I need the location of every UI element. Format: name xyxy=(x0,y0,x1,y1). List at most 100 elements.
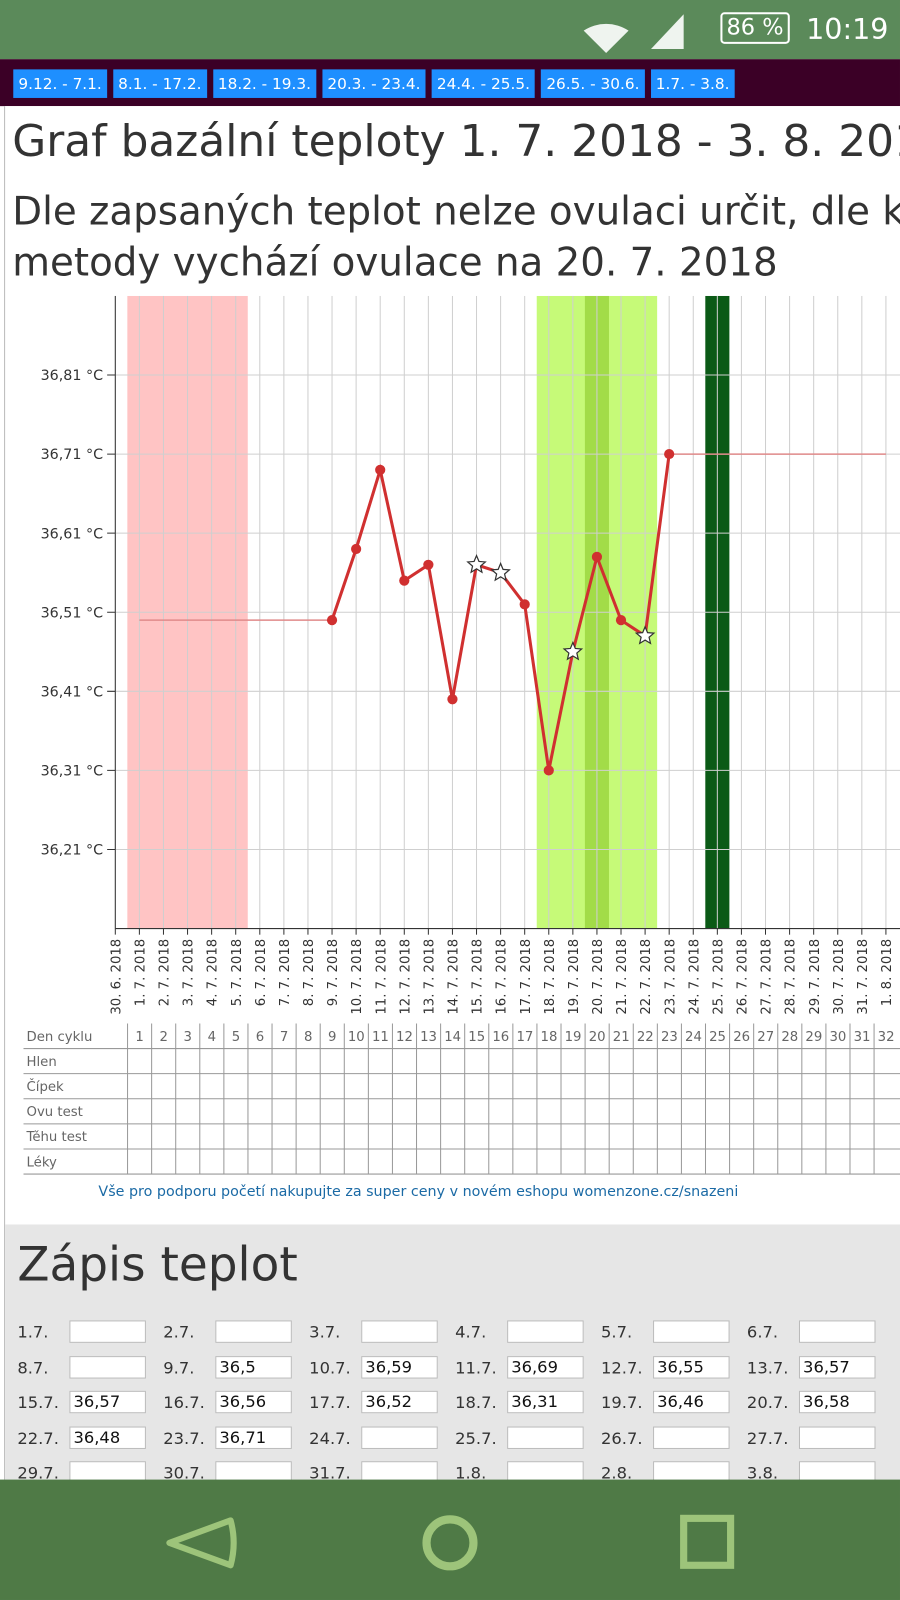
entry-input[interactable]: 36,56 xyxy=(215,1390,292,1414)
section-title: Zápis teplot xyxy=(17,1236,298,1292)
entry-date: 26.7. xyxy=(601,1428,643,1448)
clock: 10:19 xyxy=(806,12,889,46)
entry-input[interactable]: 36,5 xyxy=(215,1355,292,1379)
x-tick-label: 2. 7. 2018 xyxy=(158,939,173,1006)
entry-date: 3.8. xyxy=(746,1463,779,1483)
x-tick-label: 8. 7. 2018 xyxy=(302,939,317,1006)
entry-input[interactable] xyxy=(69,1355,146,1379)
x-tick-label: 4. 7. 2018 xyxy=(206,939,221,1006)
entry-date: 30.7. xyxy=(163,1463,205,1483)
x-tick-label: 3. 7. 2018 xyxy=(182,939,197,1006)
day-number: 18 xyxy=(541,1030,558,1045)
tab[interactable]: 20.3. - 23.4. xyxy=(322,69,426,98)
recents-button[interactable] xyxy=(680,1514,735,1569)
entry-date: 18.7. xyxy=(455,1392,497,1413)
day-number: 15 xyxy=(468,1030,485,1045)
x-tick-label: 11. 7. 2018 xyxy=(374,939,389,1015)
entry-input[interactable] xyxy=(507,1320,584,1343)
point xyxy=(399,575,410,586)
page-title: Graf bazální teploty 1. 7. 2018 - 3. 8. … xyxy=(12,116,900,168)
x-tick-label: 5. 7. 2018 xyxy=(230,939,245,1006)
entry-date: 3.7. xyxy=(309,1322,341,1342)
entry-input[interactable]: 36,52 xyxy=(361,1390,438,1414)
row-label: Hlen xyxy=(27,1055,57,1070)
day-number: 30 xyxy=(830,1030,847,1045)
x-tick-label: 25. 7. 2018 xyxy=(711,939,726,1015)
entry-input[interactable]: 36,48 xyxy=(69,1426,146,1449)
y-tick-label: 36,21 °C xyxy=(41,843,104,859)
entry-input[interactable]: 36,71 xyxy=(215,1426,292,1449)
entry-date: 4.7. xyxy=(455,1322,487,1342)
entry-date: 1.8. xyxy=(455,1463,487,1483)
day-number: 31 xyxy=(854,1030,871,1045)
x-tick-label: 26. 7. 2018 xyxy=(736,939,751,1015)
point xyxy=(447,694,458,705)
entry-date: 25.7. xyxy=(455,1428,497,1448)
x-tick-label: 6. 7. 2018 xyxy=(254,939,269,1006)
entry-input[interactable] xyxy=(69,1320,146,1343)
entry-input[interactable] xyxy=(653,1320,730,1343)
subtitle-line: metody vychází ovulace na 20. 7. 2018 xyxy=(12,239,778,285)
day-number: 16 xyxy=(492,1030,509,1045)
row-label: Těhu test xyxy=(26,1129,87,1145)
entry-date: 8.7. xyxy=(17,1357,49,1378)
entry-section: Zápis teplot 1.7. 2.7. 3.7. 4.7. 5.7. 6.7. 8.7… xyxy=(5,1224,900,1484)
back-button[interactable] xyxy=(166,1517,237,1569)
row-label: Den cyklu xyxy=(27,1030,93,1045)
row-label: Léky xyxy=(27,1154,58,1170)
point xyxy=(591,551,603,562)
day-number: 10 xyxy=(348,1030,365,1045)
entry-input[interactable] xyxy=(361,1426,438,1449)
point xyxy=(543,765,554,776)
point-star xyxy=(466,554,487,574)
entry-input[interactable] xyxy=(798,1320,876,1343)
x-tick-label: 18. 7. 2018 xyxy=(543,939,558,1015)
day-number: 9 xyxy=(328,1030,336,1045)
entry-input[interactable] xyxy=(361,1320,438,1343)
day-number: 2 xyxy=(159,1030,167,1045)
entry-input[interactable]: 36,57 xyxy=(69,1390,146,1414)
day-number: 29 xyxy=(805,1030,822,1045)
entry-input[interactable]: 36,55 xyxy=(653,1355,730,1379)
tab[interactable]: 1.7. - 3.8. xyxy=(650,69,735,98)
day-number: 28 xyxy=(781,1030,798,1045)
day-number: 3 xyxy=(184,1030,192,1045)
entry-input[interactable]: 36,46 xyxy=(653,1390,730,1414)
day-number: 13 xyxy=(420,1030,437,1045)
entry-input[interactable] xyxy=(798,1426,876,1449)
x-tick-label: 27. 7. 2018 xyxy=(760,939,775,1015)
tab[interactable]: 26.5. - 30.6. xyxy=(541,69,645,98)
x-tick-label: 12. 7. 2018 xyxy=(398,939,413,1015)
entry-date: 6.7. xyxy=(746,1322,779,1342)
tab[interactable]: 8.1. - 17.2. xyxy=(113,69,207,98)
entry-input[interactable] xyxy=(507,1426,584,1449)
promo-link[interactable]: Vše pro podporu početí nakupujte za supe… xyxy=(98,1183,739,1200)
tab[interactable]: 9.12. - 7.1. xyxy=(13,69,107,98)
x-tick-label: 23. 7. 2018 xyxy=(663,939,678,1015)
day-number: 32 xyxy=(878,1030,895,1045)
entry-input[interactable]: 36,59 xyxy=(361,1355,438,1379)
y-tick-label: 36,51 °C xyxy=(41,605,104,621)
x-tick-label: 24. 7. 2018 xyxy=(687,939,702,1015)
subtitle-line: Dle zapsaných teplot nelze ovulaci určit… xyxy=(12,188,900,234)
entry-date: 1.7. xyxy=(17,1322,49,1342)
y-tick-label: 36,41 °C xyxy=(41,684,104,700)
entry-input[interactable]: 36,69 xyxy=(507,1355,584,1379)
entry-input[interactable] xyxy=(653,1426,730,1449)
entry-date: 27.7. xyxy=(746,1428,789,1448)
entry-input[interactable]: 36,58 xyxy=(798,1390,876,1414)
entry-date: 16.7. xyxy=(163,1392,205,1413)
x-tick-label: 21. 7. 2018 xyxy=(615,939,630,1015)
entry-input[interactable]: 36,31 xyxy=(507,1390,584,1414)
day-number: 7 xyxy=(280,1030,288,1045)
entry-input[interactable] xyxy=(215,1320,292,1343)
day-number: 19 xyxy=(565,1030,582,1045)
entry-date: 24.7. xyxy=(309,1428,351,1448)
x-tick-label: 1. 8. 2018 xyxy=(880,939,895,1006)
home-button[interactable] xyxy=(422,1515,478,1571)
tab[interactable]: 18.2. - 19.3. xyxy=(212,69,317,98)
tab[interactable]: 24.4. - 25.5. xyxy=(431,69,536,98)
day-number: 11 xyxy=(372,1030,389,1045)
x-tick-label: 15. 7. 2018 xyxy=(471,939,486,1015)
entry-input[interactable]: 36,57 xyxy=(798,1355,876,1379)
